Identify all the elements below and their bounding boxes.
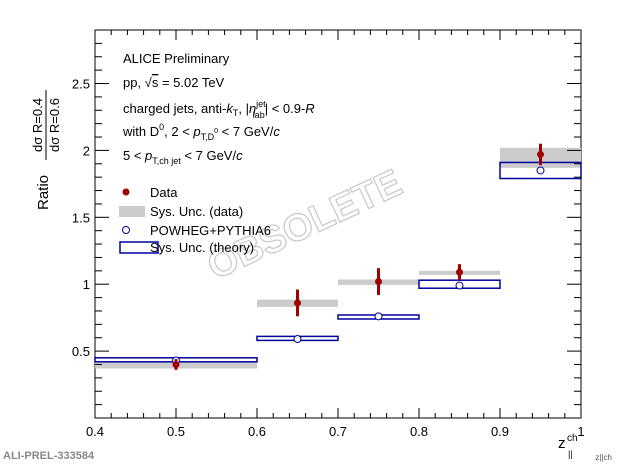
svg-text:z: z (558, 435, 566, 452)
x-tick-label: 0.7 (329, 424, 347, 439)
y-tick-label: 0.5 (72, 344, 90, 359)
svg-text:Ratio: Ratio (35, 175, 52, 210)
legend-sys-data-marker (119, 206, 145, 217)
jets-label: charged jets, anti-kT, |ηjet lab| < 0.9-R (123, 99, 315, 120)
x-tick-label: 1 (577, 424, 584, 439)
y-tick-label: 2 (83, 143, 90, 158)
svg-text:||: || (568, 449, 573, 459)
legend-powheg-marker (122, 226, 130, 234)
data-point (172, 360, 180, 368)
ptjet-label: 5 < pT,ch jet < 7 GeV/c (123, 148, 243, 166)
legend-sys-data-label: Sys. Unc. (data) (150, 204, 243, 219)
svg-text:dσ R=0.4: dσ R=0.4 (30, 98, 45, 152)
data-point (294, 299, 301, 307)
data-point (456, 268, 463, 276)
y-tick-label: 2.5 (72, 77, 90, 92)
svg-text:dσ R=0.6: dσ R=0.6 (47, 98, 62, 152)
legend-sys-theory-marker (119, 241, 159, 254)
x-tick-label: 0.6 (248, 424, 266, 439)
y-tick-label: 1.5 (72, 210, 90, 225)
data-point (537, 150, 544, 158)
x-axis-label-text: z||ch (595, 453, 612, 462)
svg-text:ch: ch (567, 433, 578, 444)
y-axis-label: Ratio dσ R=0.4 dσ R=0.6 (30, 90, 62, 210)
legend-data-marker (122, 188, 130, 196)
data-point (375, 278, 382, 286)
powheg-point (536, 166, 545, 175)
x-tick-label: 0.9 (491, 424, 509, 439)
energy-label: pp, √s = 5.02 TeV (123, 75, 225, 90)
powheg-point (374, 312, 383, 321)
y-tick-label: 1 (83, 277, 90, 292)
legend-data-label: Data (150, 185, 178, 200)
x-tick-label: 0.4 (86, 424, 104, 439)
powheg-point (293, 335, 302, 344)
d0-label: with D0, 2 < pT,D0 < 7 GeV/c (122, 122, 280, 142)
x-axis-label: z ch || z||ch (558, 433, 612, 462)
powheg-point (455, 281, 464, 290)
experiment-label: ALICE Preliminary (123, 51, 230, 66)
x-tick-label: 0.5 (167, 424, 185, 439)
x-tick-label: 0.8 (410, 424, 428, 439)
legend: Data Sys. Unc. (data) POWHEG+PYTHIA6 Sys… (119, 185, 271, 255)
figure-id: ALI-PREL-333584 (3, 450, 95, 462)
legend-sys-theory-label: Sys. Unc. (theory) (150, 240, 254, 255)
legend-powheg-label: POWHEG+PYTHIA6 (150, 223, 271, 238)
